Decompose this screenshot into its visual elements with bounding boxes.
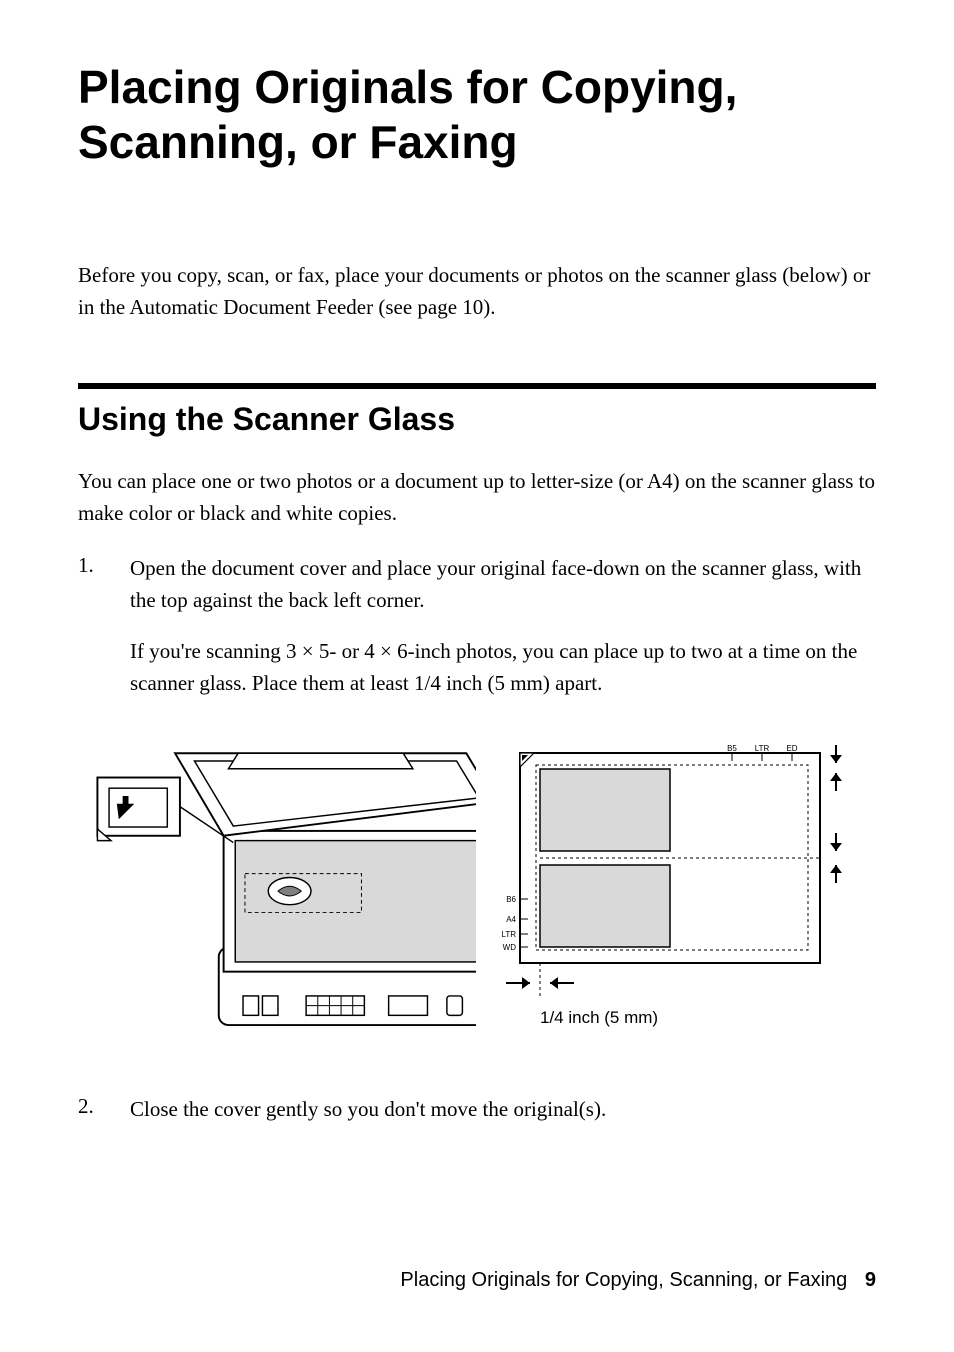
- section-divider: [78, 383, 876, 389]
- page-footer: Placing Originals for Copying, Scanning,…: [400, 1269, 876, 1292]
- mark-a4: A4: [506, 915, 516, 924]
- placement-diagram-wrap: B5 LTR ED B6 A4 LTR WD: [496, 739, 876, 1054]
- page-title: Placing Originals for Copying, Scanning,…: [78, 60, 876, 170]
- footer-text: Placing Originals for Copying, Scanning,…: [400, 1269, 847, 1291]
- step-1: 1. Open the document cover and place you…: [78, 553, 876, 719]
- mark-ltr2: LTR: [501, 930, 516, 939]
- figure-row: B5 LTR ED B6 A4 LTR WD: [78, 739, 876, 1054]
- section-heading: Using the Scanner Glass: [78, 401, 876, 438]
- mark-wd: WD: [503, 943, 517, 952]
- step-text-2: If you're scanning 3 × 5- or 4 × 6-inch …: [130, 636, 876, 699]
- step-text: Close the cover gently so you don't move…: [130, 1094, 876, 1126]
- section-lead: You can place one or two photos or a doc…: [78, 466, 876, 529]
- step-2: 2. Close the cover gently so you don't m…: [78, 1094, 876, 1146]
- figure-label-bottom: 1/4 inch (5 mm): [540, 1008, 658, 1027]
- page-number: 9: [865, 1269, 876, 1291]
- arrow-up-icon-2: [830, 865, 842, 883]
- mark-b5: B5: [727, 744, 737, 753]
- placement-diagram: B5 LTR ED B6 A4 LTR WD: [496, 739, 876, 1049]
- arrow-left-icon: [550, 977, 574, 989]
- intro-paragraph: Before you copy, scan, or fax, place you…: [78, 260, 876, 323]
- arrow-up-icon: [830, 773, 842, 791]
- scanner-diagram: [78, 739, 476, 1049]
- arrow-down-icon-2: [830, 833, 842, 851]
- arrow-down-icon: [830, 745, 842, 763]
- step-number: 1.: [78, 553, 106, 719]
- mark-ltr: LTR: [755, 744, 770, 753]
- mark-ed: ED: [786, 744, 797, 753]
- step-number: 2.: [78, 1094, 106, 1146]
- mark-b6: B6: [506, 895, 516, 904]
- arrow-right-icon: [506, 977, 530, 989]
- step-text-1: Open the document cover and place your o…: [130, 553, 876, 616]
